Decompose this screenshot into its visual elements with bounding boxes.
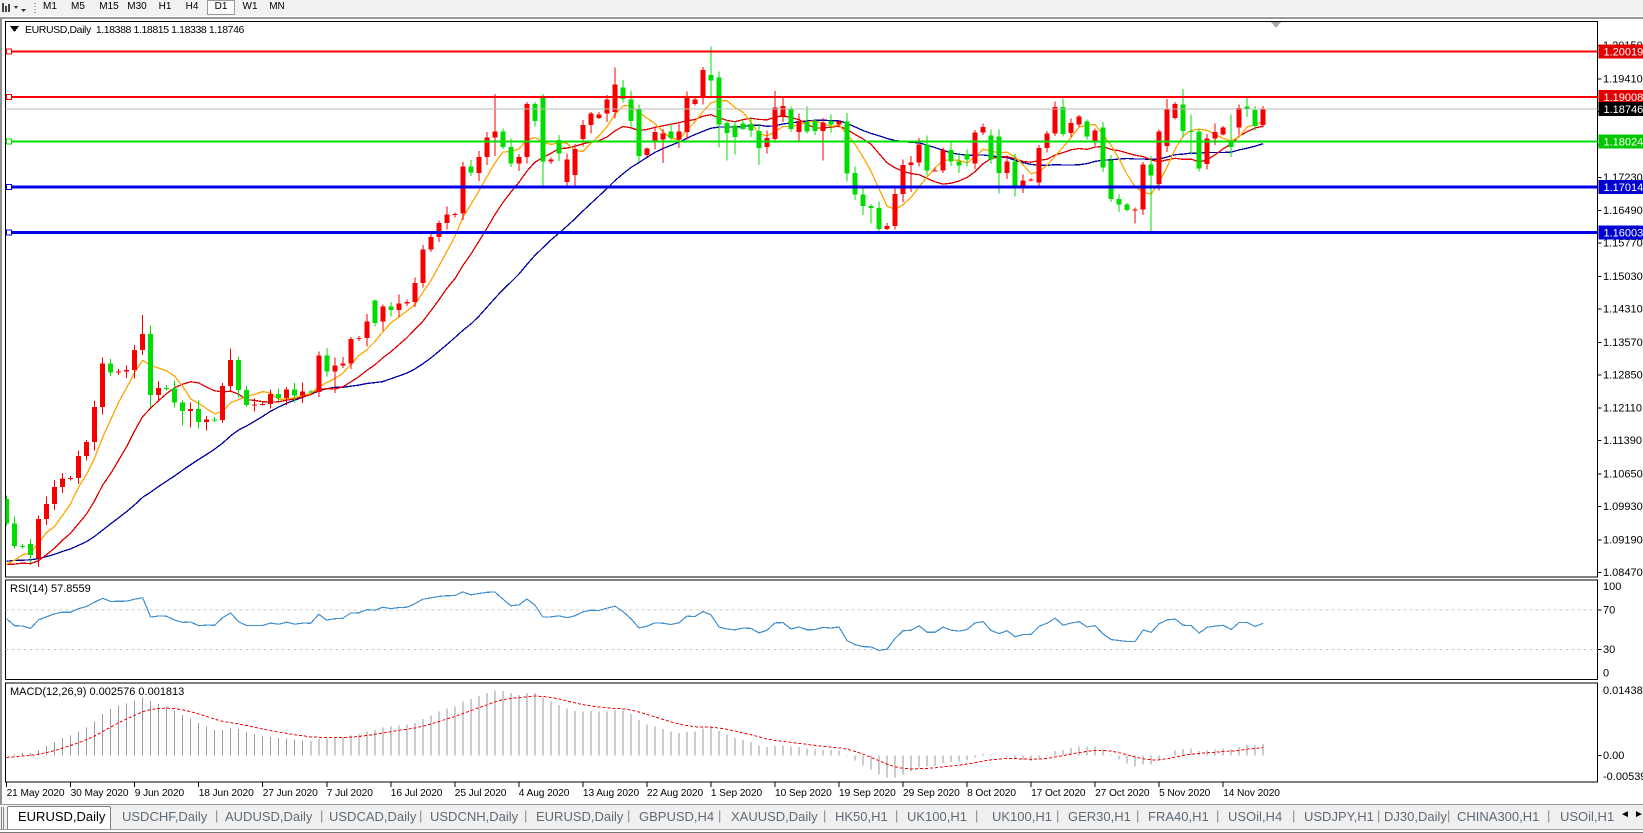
svg-text:10 Sep 2020: 10 Sep 2020 — [775, 788, 832, 799]
svg-text:1.17014: 1.17014 — [1604, 182, 1643, 194]
svg-text:1 Sep 2020: 1 Sep 2020 — [711, 788, 763, 799]
svg-text:13 Aug 2020: 13 Aug 2020 — [583, 788, 640, 799]
svg-text:17 Oct 2020: 17 Oct 2020 — [1031, 788, 1086, 799]
svg-text:0.00: 0.00 — [1603, 750, 1624, 762]
svg-text:5 Nov 2020: 5 Nov 2020 — [1159, 788, 1211, 799]
svg-text:19 Sep 2020: 19 Sep 2020 — [839, 788, 896, 799]
svg-text:1.18746: 1.18746 — [1604, 104, 1643, 116]
svg-text:21 May 2020: 21 May 2020 — [7, 788, 65, 799]
svg-text:1.20019: 1.20019 — [1604, 47, 1643, 59]
svg-text:1.09930: 1.09930 — [1603, 501, 1643, 513]
svg-text:1.16490: 1.16490 — [1603, 205, 1643, 217]
svg-text:30 May 2020: 30 May 2020 — [71, 788, 129, 799]
svg-text:1.14310: 1.14310 — [1603, 303, 1643, 315]
svg-text:29 Sep 2020: 29 Sep 2020 — [903, 788, 960, 799]
svg-text:1.12850: 1.12850 — [1603, 369, 1643, 381]
svg-text:70: 70 — [1603, 605, 1615, 617]
svg-text:7 Jul 2020: 7 Jul 2020 — [327, 788, 373, 799]
svg-text:8 Oct 2020: 8 Oct 2020 — [967, 788, 1016, 799]
svg-text:1.18024: 1.18024 — [1604, 137, 1643, 149]
svg-text:1.16003: 1.16003 — [1604, 228, 1643, 240]
svg-text:1.11390: 1.11390 — [1603, 435, 1642, 447]
svg-text:25 Jul 2020: 25 Jul 2020 — [455, 788, 507, 799]
svg-text:18 Jun 2020: 18 Jun 2020 — [199, 788, 254, 799]
svg-text:RSI(14) 57.8559: RSI(14) 57.8559 — [10, 583, 91, 595]
svg-text:0: 0 — [1603, 668, 1609, 680]
svg-text:1.15030: 1.15030 — [1603, 271, 1643, 283]
svg-text:100: 100 — [1603, 581, 1621, 593]
svg-text:22 Aug 2020: 22 Aug 2020 — [647, 788, 704, 799]
svg-text:-0.005396: -0.005396 — [1603, 771, 1643, 783]
svg-text:4 Aug 2020: 4 Aug 2020 — [519, 788, 570, 799]
svg-text:1.10650: 1.10650 — [1603, 469, 1643, 481]
svg-text:27 Oct 2020: 27 Oct 2020 — [1095, 788, 1150, 799]
svg-text:1.13570: 1.13570 — [1603, 337, 1643, 349]
svg-text:1.12110: 1.12110 — [1603, 403, 1642, 415]
svg-text:EURUSD,Daily 1.18388 1.18815: EURUSD,Daily 1.18388 1.18815 1.18338 1.1… — [25, 24, 245, 36]
svg-text:16 Jul 2020: 16 Jul 2020 — [391, 788, 443, 799]
svg-text:MACD(12,26,9) 0.002576 0.00181: MACD(12,26,9) 0.002576 0.001813 — [10, 686, 184, 698]
svg-text:0.014384: 0.014384 — [1603, 685, 1643, 697]
svg-text:9 Jun 2020: 9 Jun 2020 — [135, 788, 185, 799]
svg-text:30: 30 — [1603, 644, 1615, 656]
svg-text:1.19008: 1.19008 — [1604, 92, 1643, 104]
svg-text:1.15770: 1.15770 — [1603, 238, 1643, 250]
svg-text:1.08470: 1.08470 — [1603, 567, 1643, 579]
svg-text:1.09190: 1.09190 — [1603, 534, 1643, 546]
svg-text:14 Nov 2020: 14 Nov 2020 — [1223, 788, 1280, 799]
svg-text:27 Jun 2020: 27 Jun 2020 — [263, 788, 318, 799]
svg-text:1.19410: 1.19410 — [1603, 74, 1643, 86]
